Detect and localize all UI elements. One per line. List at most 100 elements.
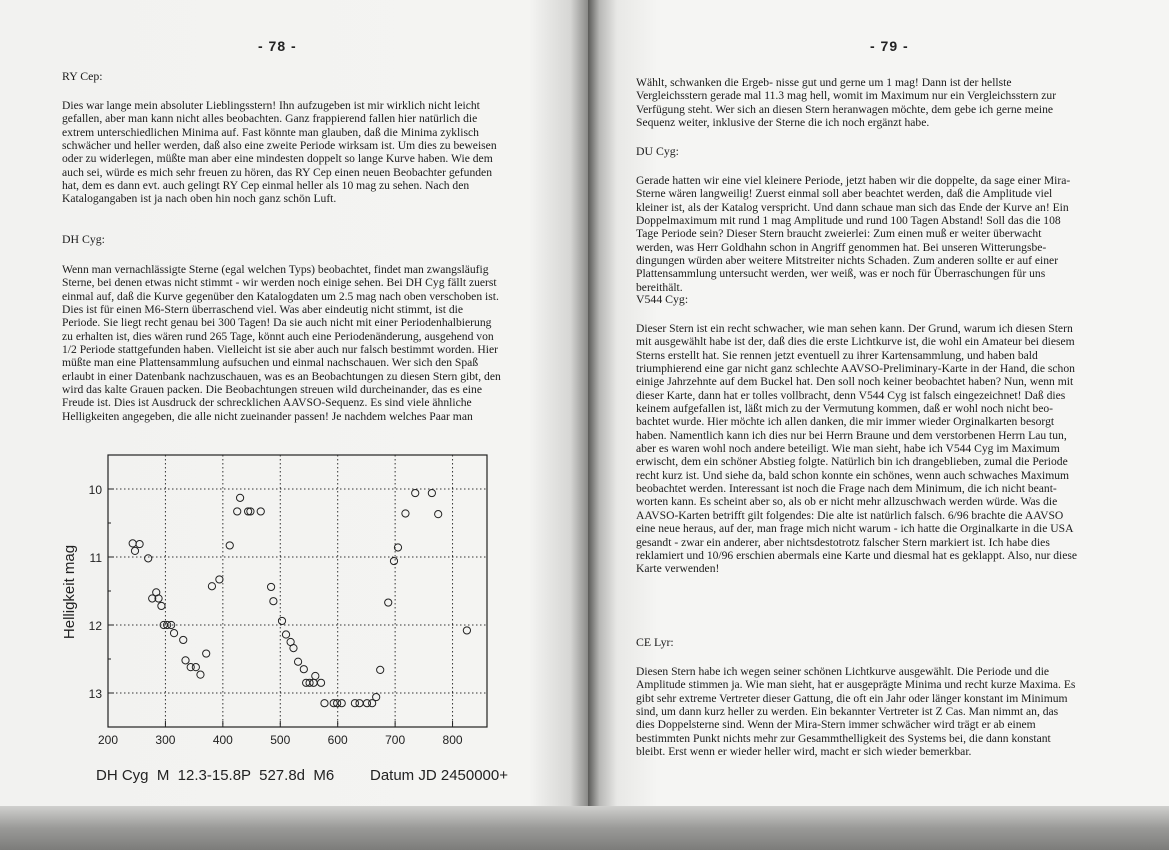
text-line: dingungen würden aber weitere Mitstreite… [636,254,1059,268]
text-line: Gerade hatten wir eine viel kleinere Per… [636,174,1071,187]
text-line: gefallen, aber man kann nicht alles beob… [62,112,478,126]
x-tick-label: 400 [213,733,233,747]
text-line: Sterne, bei denen etwas nicht stimmt - w… [62,276,497,290]
x-tick-label: 600 [328,733,348,747]
paragraph: Gerade hatten wir eine viel kleinere Per… [636,174,1070,294]
text-line: gesandt - zwar ein anderer, aber nichtsd… [636,535,1050,549]
text-line: gibt sehr extreme Vertreter dieser Gattu… [636,691,1068,705]
data-point [244,507,253,516]
data-point [266,582,276,592]
data-point [368,699,377,708]
data-point [350,699,360,708]
text-line: haben. Namentlich kann ich dies nur bei … [636,428,1067,442]
section-heading: V544 Cyg: [636,292,689,306]
data-point [154,594,163,603]
text-line: Diesen Stern habe ich wegen seiner schön… [636,665,1050,678]
data-point [376,665,385,674]
text-line: beobachtet werden. Interessant ist noch … [636,482,1057,496]
data-point [225,541,234,550]
text-line: bleibt. Erst wenn er wieder heller wird,… [636,745,972,759]
axis-ticks: 10 11 12 13 200 300 400 500 600 700 800 [89,454,463,747]
text-line: Dieser Stern ist ein recht schwacher, wi… [636,322,1073,335]
y-axis-label: Helligkeit mag [61,545,78,639]
text-line: Wählt, schwanken die Ergeb- nisse gut un… [636,76,1012,89]
y-tick-label: 13 [89,687,103,701]
data-point [148,594,157,603]
data-point [401,509,410,518]
data-point [389,556,399,566]
text-line: Sequenz weiter, inklusive der Sterne die… [636,116,930,130]
section-heading: CE Lyr: [636,635,674,649]
x-tick-label: 800 [443,733,463,747]
data-point [207,582,217,591]
data-point [202,649,211,658]
data-point [130,546,140,555]
text-line: müßte man eine Plattensammlung aufsuchen… [62,356,479,370]
section-heading: RY Cep: [62,69,103,83]
data-point [269,597,278,606]
data-points [128,488,472,708]
text-line: sind, um dann kurz heller zu werden. Ein… [636,705,1059,719]
data-point [191,663,200,672]
data-point [427,488,436,498]
data-point [337,699,346,708]
text-line: dieser Karte, dann hat er tolles vollbra… [636,388,1066,402]
y-tick-label: 12 [89,619,103,633]
text-line: Katalogangaben ist ja nach oben hin noch… [62,192,337,206]
text-line: Sterns erstellt hat. Sie rennen jetzt ev… [636,348,1038,362]
x-tick-label: 500 [270,733,290,747]
paragraph: Wählt, schwanken die Ergeb- nisse gut un… [636,76,1056,129]
data-point [299,665,308,674]
left-page: - 78 - [0,0,588,850]
text-line: Periode. Sie liegt recht genau bei 300 T… [62,316,492,330]
data-point [179,635,188,645]
data-point [329,699,338,708]
text-line: Tage Periode sein? Dieser Stern braucht … [636,227,1042,241]
y-tick-label: 10 [89,483,103,497]
text-line: Sterne wären langweilig! Zuerst einmal s… [636,187,1053,201]
text-line: dies Doppelsterne sind. Wenn der Mira-St… [636,718,1036,732]
data-point [196,670,205,679]
paragraph: Dies war lange mein absoluter Lieblingss… [62,99,497,206]
x-axis-label: Datum JD 2450000+ [370,767,508,784]
data-point [289,644,298,653]
text-line: bereithält. [636,280,683,294]
data-point [316,678,326,687]
scan-shadow [0,806,1169,850]
text-line: Freude ist. Dies ist Ausdruck der schrec… [62,396,472,410]
data-point [233,507,242,516]
y-tick-label: 11 [90,551,103,565]
text-line: Plattensammlung untersucht werden, wer w… [636,267,1046,281]
text-line: mit ausgewählt habe ist der, daß dies di… [636,335,1075,349]
text-line: wird das kalte Grauen packen. Die Beobac… [62,383,482,397]
section-heading: DU Cyg: [636,144,679,158]
data-point [167,620,176,630]
paragraph: Wenn man vernachlässigte Sterne (egal we… [62,263,501,423]
data-point [355,699,364,708]
data-point [169,629,179,638]
data-point [305,678,314,687]
text-line: einmal auf, daß die Kurve gegenüber den … [62,289,499,303]
data-point [186,663,195,672]
text-line: zu erhalten ist, dies wären rund 265 Tag… [62,329,494,343]
text-line: AAVSO-Karten betrifft gilt folgendes: Di… [636,508,1064,522]
page-number: - 79 - [870,38,909,54]
text-line: Helligkeiten angegeben, die alle nicht z… [62,409,473,423]
data-point [320,699,329,708]
paragraph: Diesen Stern habe ich wegen seiner schön… [636,665,1075,758]
section-heading: DH Cyg: [62,232,105,246]
data-point [393,543,403,552]
data-point [362,699,372,708]
text-line: bestimmten Punkt nichts mehr zur Gesammt… [636,731,1051,745]
right-page: - 79 - [588,0,1169,850]
text-line: oder zu widerlegen, müßte man aber eine … [62,152,493,166]
data-point [181,656,190,665]
page-number: - 78 - [258,38,297,54]
data-point [128,539,137,548]
text-line: Karte verwenden! [636,562,720,576]
text-line: keinem aufgefallen ist, läßt mich zu der… [636,402,1054,416]
text-line: worten kann. Es scheint aber so, als ob … [636,495,1058,509]
text-line: 1/2 Periode stattgefunden haben. Viellei… [62,343,498,357]
data-point [163,620,172,630]
